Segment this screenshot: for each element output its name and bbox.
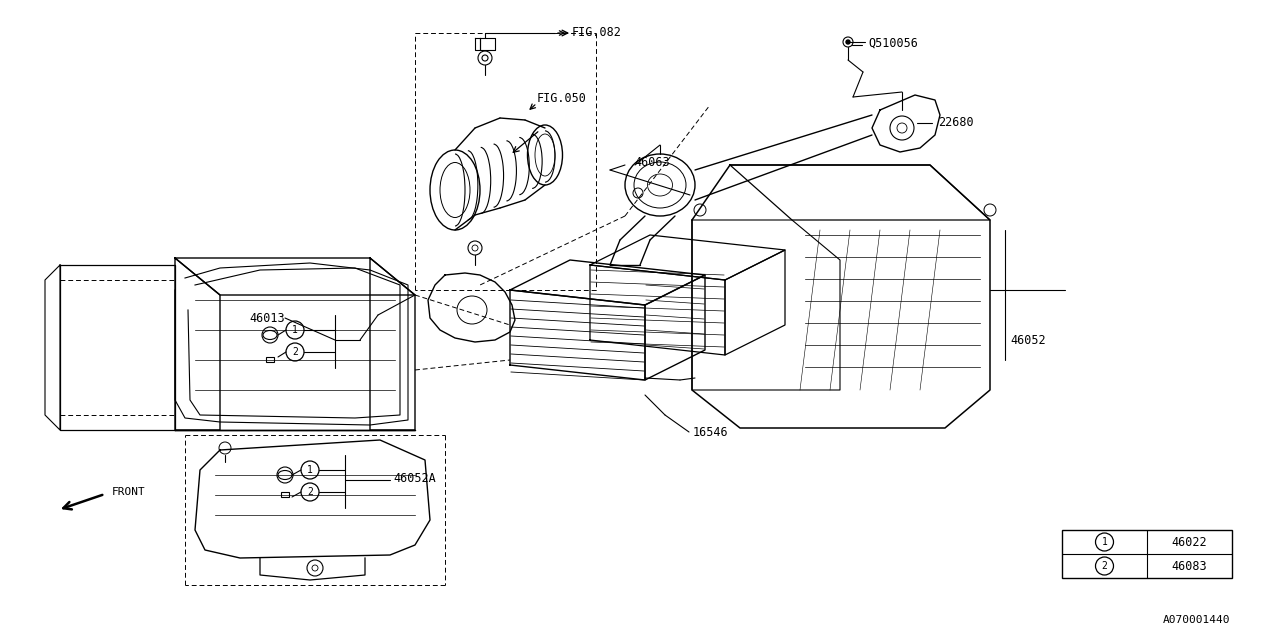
Text: 22680: 22680 (938, 115, 974, 129)
Text: 2: 2 (307, 487, 312, 497)
Text: FRONT: FRONT (113, 487, 146, 497)
Text: 46052: 46052 (1010, 333, 1046, 346)
Text: 2: 2 (292, 347, 298, 357)
Circle shape (846, 40, 850, 44)
Text: A070001440: A070001440 (1162, 615, 1230, 625)
Text: FIG.050: FIG.050 (538, 92, 586, 104)
Bar (1062, 530, 1231, 578)
Text: 46063: 46063 (634, 157, 669, 170)
Text: 46022: 46022 (1171, 536, 1207, 548)
Text: 46052A: 46052A (393, 472, 435, 484)
Text: 1: 1 (292, 325, 298, 335)
Text: 16546: 16546 (692, 426, 728, 440)
Text: 46083: 46083 (1171, 559, 1207, 573)
Text: Q510056: Q510056 (868, 36, 918, 49)
Text: 2: 2 (1102, 561, 1107, 571)
Text: 46013: 46013 (250, 312, 285, 324)
Text: 1: 1 (1102, 537, 1107, 547)
Text: FIG.082: FIG.082 (572, 26, 622, 40)
Text: 1: 1 (307, 465, 312, 475)
